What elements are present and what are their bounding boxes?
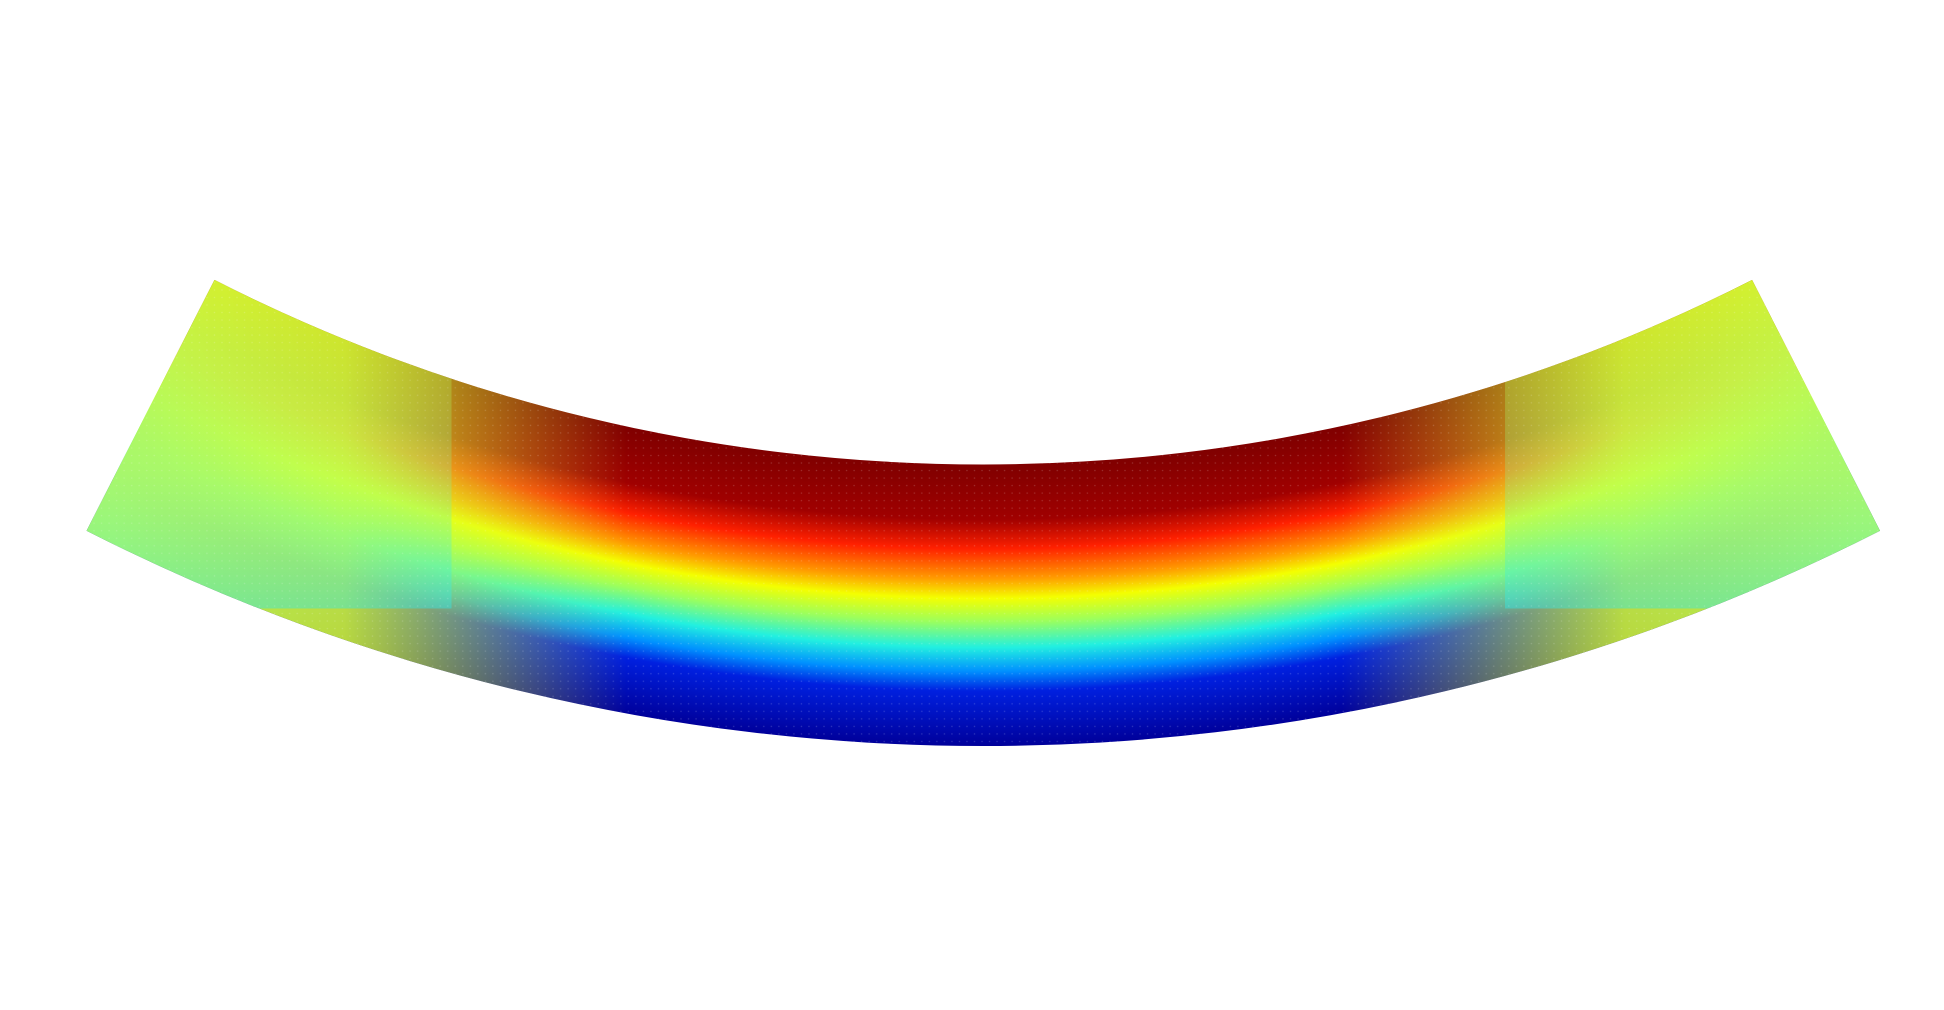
beam [86,279,1881,746]
particle-texture [86,279,1881,746]
